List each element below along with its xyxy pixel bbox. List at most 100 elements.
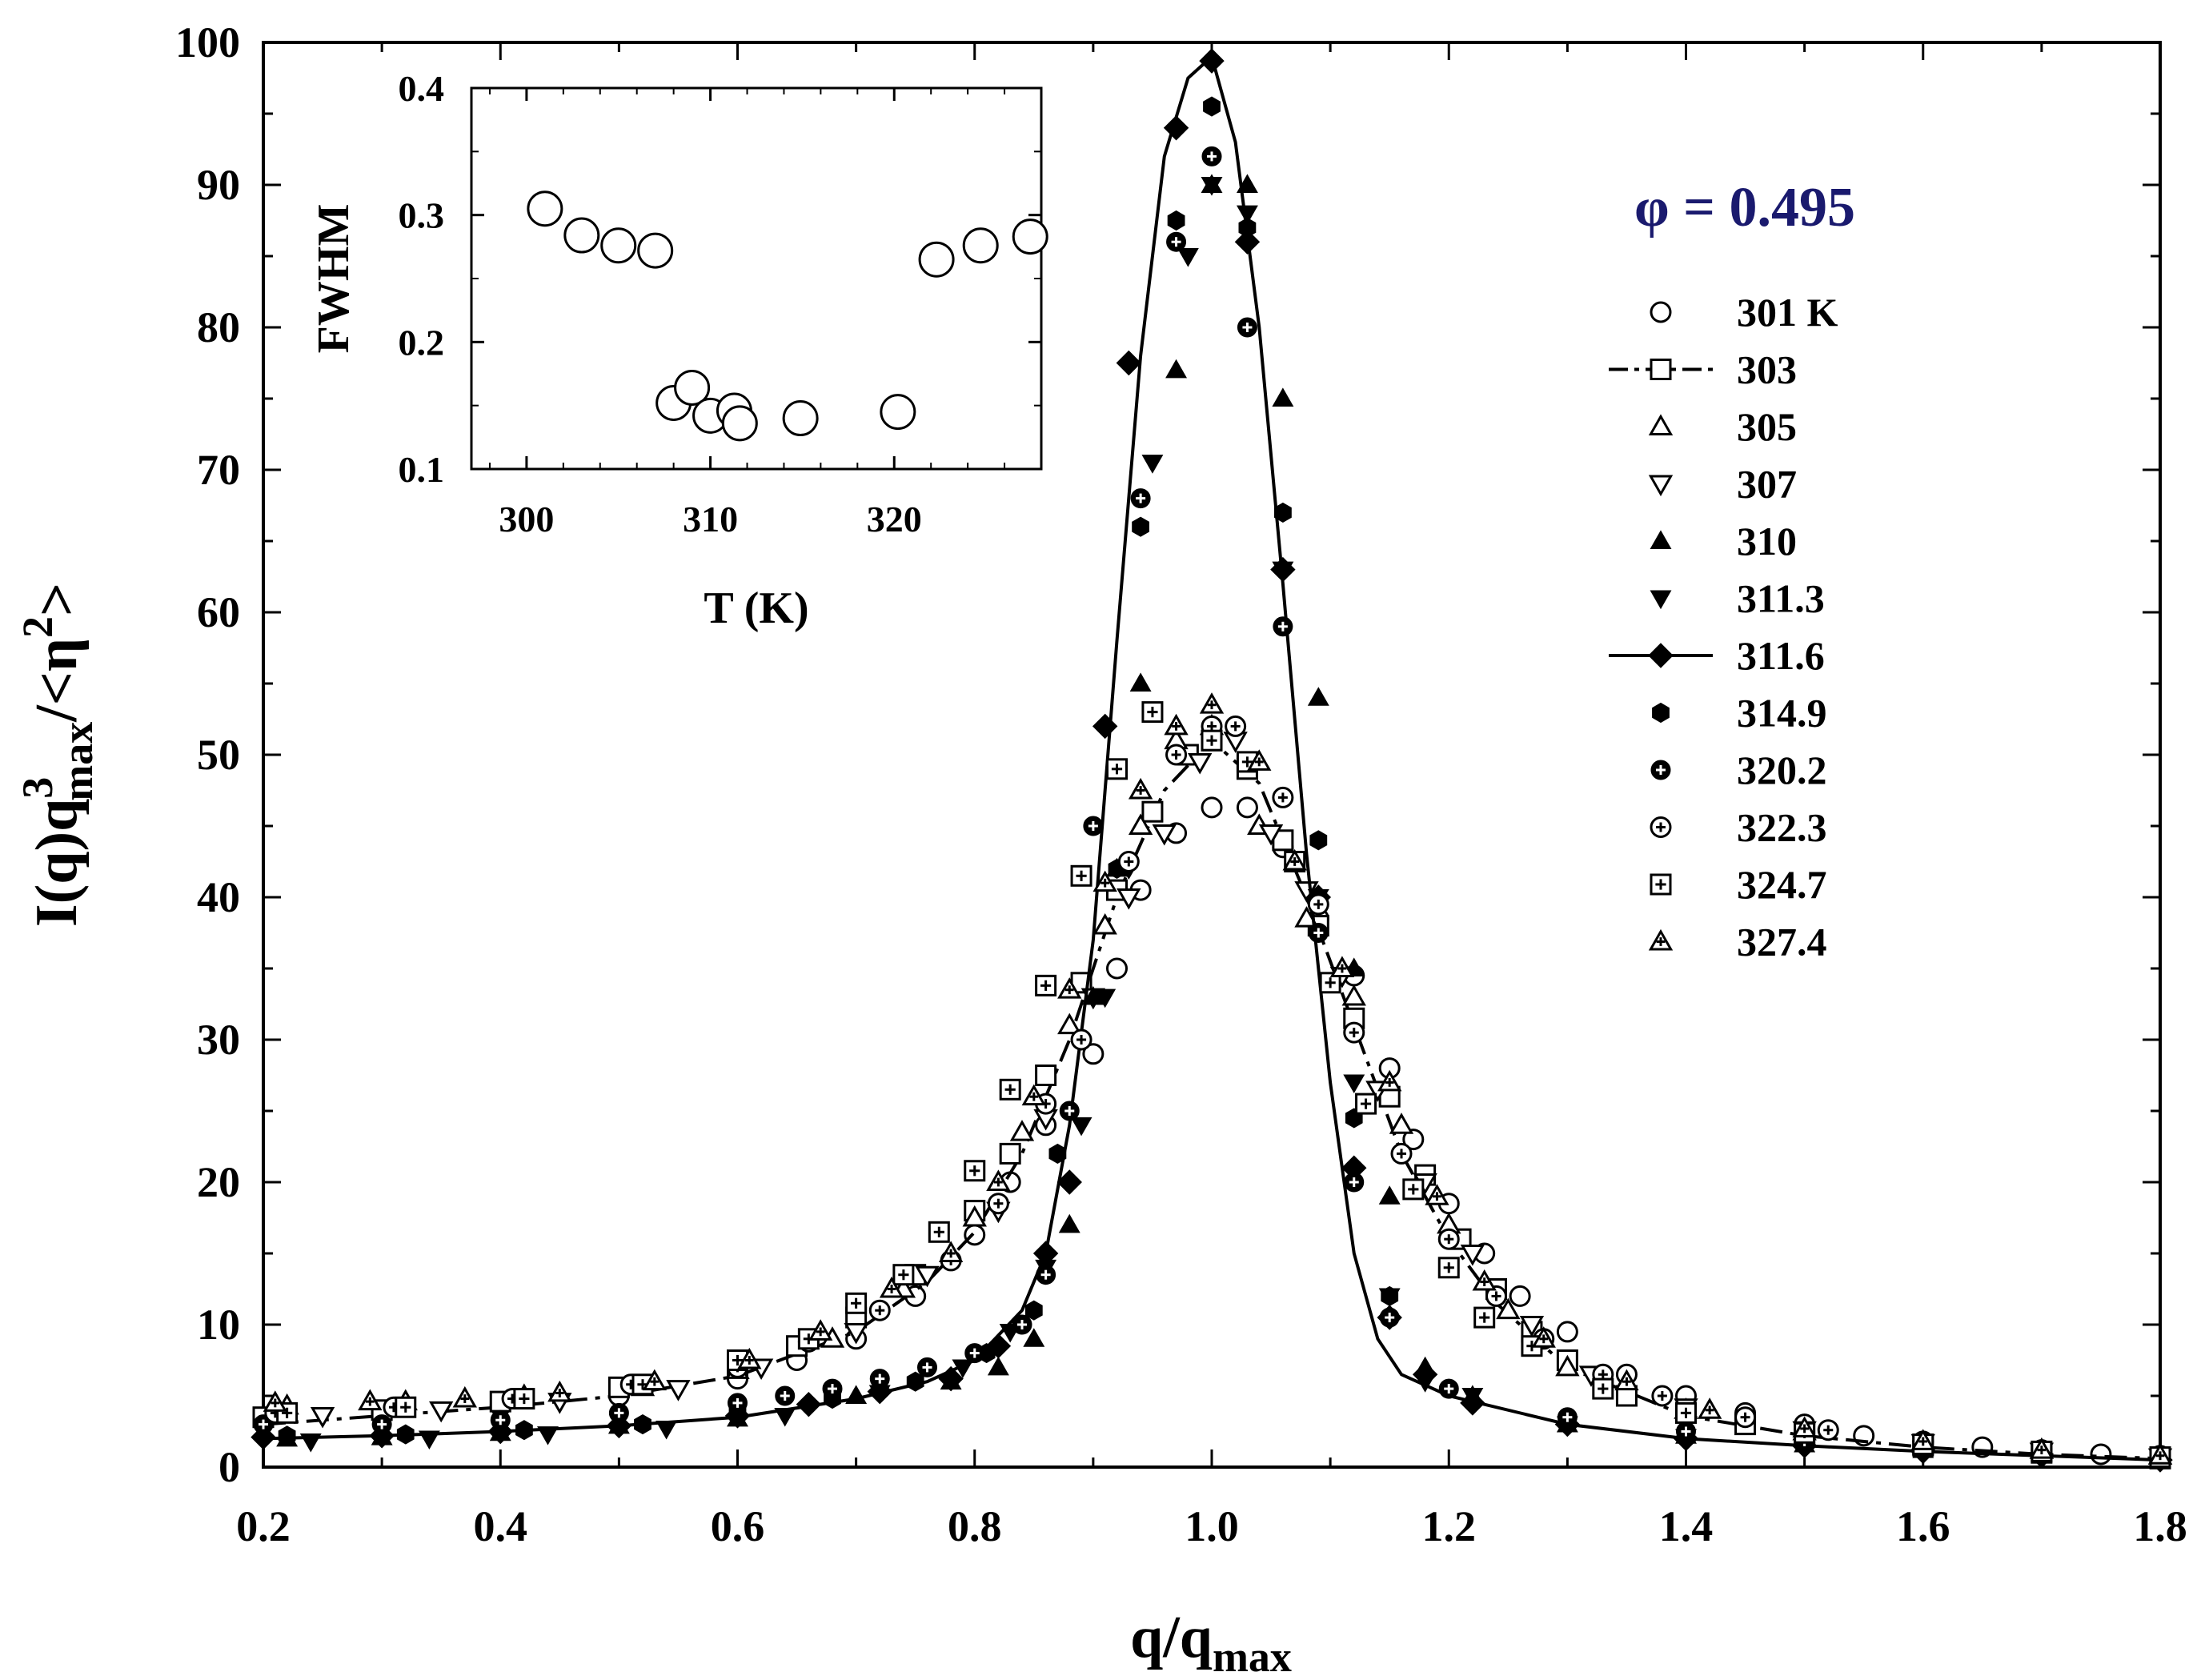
- data-point: [515, 1420, 533, 1441]
- legend-marker: [1650, 530, 1672, 549]
- data-point: [1057, 1012, 1082, 1035]
- legend-label: 314.9: [1737, 691, 1827, 736]
- data-point: [1128, 813, 1153, 835]
- data-point: [1177, 248, 1199, 267]
- x-tick-label: 1.2: [1422, 1502, 1477, 1550]
- data-point: [1132, 516, 1149, 537]
- data-point: [892, 1264, 915, 1286]
- data-point: [1203, 96, 1221, 117]
- data-point: [1273, 616, 1293, 637]
- data-point: [1166, 231, 1187, 252]
- y-axis-label-base: I(q)q: [24, 799, 90, 927]
- main-axes-ticks: 0.2 0.4 0.6 0.8 1.0 1.2 1.4 1.6 1.8 0 10 20 30 40 50 60…: [175, 18, 2187, 1550]
- data-point: [1412, 1361, 1438, 1388]
- data-point: [1355, 1093, 1377, 1115]
- data-point: [1614, 1369, 1639, 1391]
- data-point: [1519, 1316, 1545, 1337]
- inset-y-tick-label: 0.1: [399, 449, 445, 490]
- x-tick-label: 0.4: [474, 1502, 528, 1550]
- data-point: [1473, 1306, 1496, 1329]
- y-axis-label-sub: max: [54, 722, 102, 801]
- data-point: [1910, 1429, 1935, 1450]
- data-point: [1056, 1169, 1082, 1195]
- data-point: [1341, 984, 1366, 1006]
- data-point: [1817, 1419, 1839, 1441]
- inset-y-tick-label: 0.4: [399, 68, 445, 109]
- data-point: [1130, 488, 1151, 509]
- data-point: [1092, 912, 1117, 935]
- inset-data-point: [918, 241, 955, 278]
- data-point: [1236, 205, 1258, 225]
- data-point: [1247, 749, 1272, 771]
- inset-y-axis-label: FWHM: [309, 204, 359, 354]
- data-point: [1141, 701, 1164, 724]
- data-point: [1164, 713, 1189, 736]
- inset-points-group: [527, 190, 1048, 442]
- data-point: [2147, 1443, 2173, 1465]
- legend-label: 307: [1737, 462, 1797, 507]
- inset-data-point: [637, 232, 674, 269]
- data-point: [490, 1409, 511, 1430]
- inset-data-point: [527, 190, 563, 227]
- data-point: [1117, 851, 1140, 872]
- data-point: [1272, 786, 1294, 808]
- data-point: [1070, 864, 1092, 887]
- data-point: [1035, 974, 1057, 996]
- data-point: [1012, 1314, 1032, 1335]
- data-point: [964, 1224, 986, 1246]
- data-point: [1460, 1245, 1485, 1266]
- data-point: [964, 1160, 986, 1182]
- legend-marker: [1648, 414, 1674, 435]
- data-point: [358, 1389, 383, 1411]
- data-point: [844, 1322, 868, 1345]
- y-tick-label: 80: [197, 303, 240, 351]
- data-point: [2029, 1437, 2055, 1459]
- main-series-group: [251, 48, 2173, 1473]
- phi-annotation: φ = 0.495: [1634, 177, 1855, 239]
- data-point: [513, 1388, 535, 1410]
- data-point: [1651, 1385, 1674, 1407]
- data-point: [999, 1142, 1021, 1165]
- legend-label: 322.3: [1737, 805, 1827, 850]
- series-line-1: [263, 738, 2161, 1461]
- legend-marker: [1650, 816, 1672, 838]
- data-point: [1329, 956, 1355, 977]
- data-point: [1152, 824, 1177, 846]
- x-tick-label: 1.6: [1896, 1502, 1950, 1550]
- inset-data-point: [782, 400, 819, 437]
- data-point: [1092, 713, 1118, 740]
- y-tick-label: 0: [218, 1443, 240, 1491]
- y-axis-label: I(q)q3max/<η2>: [14, 583, 102, 927]
- data-point: [278, 1425, 296, 1446]
- data-point: [1141, 455, 1164, 474]
- inset-axes-ticks: 300 310 320 0.1 0.2 0.3 0.4: [399, 68, 1042, 539]
- data-point: [1307, 687, 1329, 706]
- inset-data-point: [880, 394, 916, 431]
- data-point: [452, 1385, 477, 1408]
- legend-marker: [1648, 643, 1674, 668]
- data-point: [1094, 988, 1117, 1008]
- data-point: [879, 1276, 904, 1298]
- y-tick-label: 30: [197, 1016, 240, 1064]
- data-point: [1128, 777, 1153, 800]
- y-tick-label: 20: [197, 1158, 240, 1206]
- legend-marker: [1650, 590, 1672, 610]
- legend-marker: [1650, 301, 1672, 323]
- x-tick-label: 1.8: [2133, 1502, 2187, 1550]
- legend-marker: [1650, 760, 1671, 780]
- legend-marker: [1648, 928, 1674, 951]
- data-point: [1274, 502, 1292, 523]
- data-point: [1309, 830, 1328, 851]
- legend-marker: [1650, 873, 1672, 896]
- data-point: [1163, 115, 1189, 141]
- inset-frame: [470, 86, 1043, 471]
- x-tick-label: 0.6: [711, 1502, 765, 1550]
- data-point: [1057, 977, 1082, 999]
- data-point: [537, 1426, 559, 1445]
- y-tick-label: 40: [197, 873, 240, 921]
- data-point: [1234, 229, 1261, 255]
- data-point: [1201, 146, 1222, 166]
- data-point: [962, 1205, 987, 1227]
- data-point: [915, 1265, 940, 1288]
- data-point: [1378, 1185, 1401, 1205]
